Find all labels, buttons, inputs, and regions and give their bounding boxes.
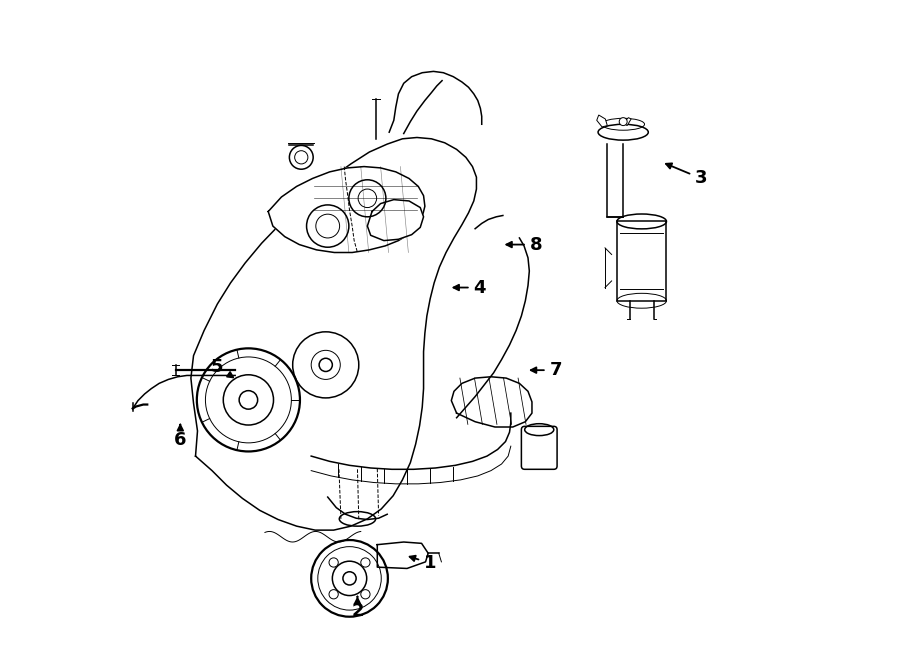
Polygon shape bbox=[268, 167, 425, 253]
Polygon shape bbox=[367, 200, 424, 241]
Text: 3: 3 bbox=[666, 163, 707, 188]
Polygon shape bbox=[597, 115, 608, 127]
Circle shape bbox=[361, 590, 370, 599]
Text: 8: 8 bbox=[507, 235, 542, 254]
Polygon shape bbox=[191, 137, 476, 530]
Text: 5: 5 bbox=[212, 358, 233, 377]
Circle shape bbox=[329, 558, 338, 567]
Circle shape bbox=[320, 358, 332, 371]
Text: 6: 6 bbox=[174, 424, 186, 449]
Circle shape bbox=[343, 572, 356, 585]
Text: 1: 1 bbox=[410, 554, 436, 572]
Circle shape bbox=[619, 118, 627, 126]
Text: 7: 7 bbox=[531, 361, 562, 379]
Polygon shape bbox=[451, 377, 532, 427]
Polygon shape bbox=[377, 542, 428, 568]
Circle shape bbox=[239, 391, 257, 409]
Bar bbox=[616, 221, 667, 301]
Circle shape bbox=[329, 590, 338, 599]
Circle shape bbox=[361, 558, 370, 567]
Text: 4: 4 bbox=[454, 278, 486, 297]
Polygon shape bbox=[623, 118, 631, 126]
Text: 2: 2 bbox=[351, 597, 364, 621]
